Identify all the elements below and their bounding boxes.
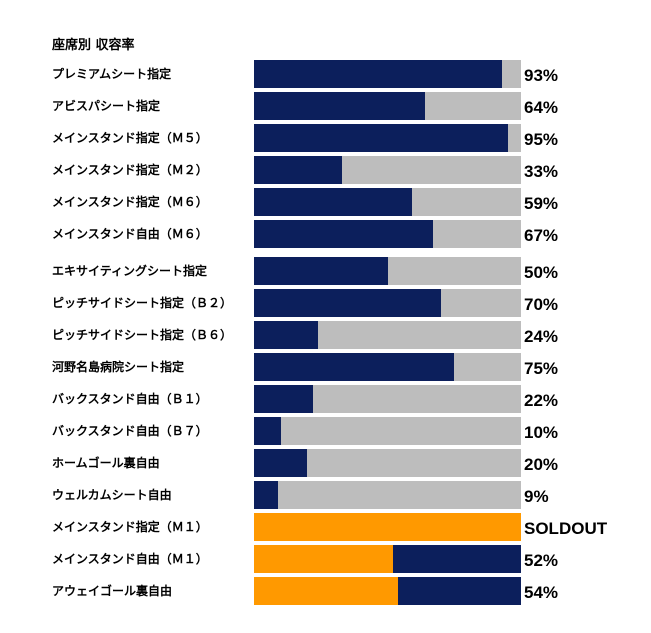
bar-row: 河野名島病院シート指定 75% xyxy=(51,353,558,381)
category-label: バックスタンド自由（Ｂ１） xyxy=(52,391,208,406)
bar-filled xyxy=(254,60,502,88)
value-label: 20% xyxy=(524,455,558,474)
bar-filled xyxy=(254,513,521,541)
value-label: 50% xyxy=(524,263,558,282)
bar-remaining xyxy=(254,481,521,509)
bar-filled xyxy=(254,321,318,349)
value-label: 10% xyxy=(524,423,558,442)
value-label: 93% xyxy=(524,66,558,85)
category-label: メインスタンド指定（Ｍ５） xyxy=(52,130,208,145)
value-label: 95% xyxy=(524,130,558,149)
category-label: プレミアムシート指定 xyxy=(52,66,171,81)
value-label: 59% xyxy=(524,194,558,213)
value-label: 75% xyxy=(524,359,558,378)
category-label: 河野名島病院シート指定 xyxy=(51,359,184,374)
bar-filled xyxy=(254,545,393,573)
bar-row: ピッチサイドシート指定（Ｂ６） 24% xyxy=(52,321,558,349)
chart-rows: プレミアムシート指定 93% アビスパシート指定 64% メインスタンド指定（Ｍ５） 95… xyxy=(51,60,608,605)
bar-row: メインスタンド指定（Ｍ５） 95% xyxy=(52,124,558,152)
category-label: アビスパシート指定 xyxy=(52,98,160,113)
value-label: 64% xyxy=(524,98,558,117)
bar-row: メインスタンド指定（Ｍ２） 33% xyxy=(52,156,558,184)
bar-row: ピッチサイドシート指定（Ｂ２） 70% xyxy=(52,289,558,317)
bar-filled xyxy=(254,417,281,445)
bar-filled xyxy=(254,385,313,413)
value-label: 24% xyxy=(524,327,558,346)
category-label: メインスタンド自由（Ｍ６） xyxy=(52,226,208,241)
category-label: メインスタンド自由（Ｍ１） xyxy=(52,551,208,566)
bar-row: バックスタンド自由（Ｂ１） 22% xyxy=(52,385,558,413)
category-label: バックスタンド自由（Ｂ７） xyxy=(52,423,208,438)
chart-title: 座席別 収容率 xyxy=(51,37,135,53)
category-label: ホームゴール裏自由 xyxy=(52,455,160,470)
bar-row: ホームゴール裏自由 20% xyxy=(52,449,558,477)
bar-filled xyxy=(254,481,278,509)
bar-filled xyxy=(254,92,425,120)
value-label: 70% xyxy=(524,295,558,314)
category-label: エキサイティングシート指定 xyxy=(52,263,207,278)
bar-row: ウェルカムシート自由 9% xyxy=(52,481,549,509)
value-label: 67% xyxy=(524,226,558,245)
bar-row: メインスタンド自由（Ｍ１） 52% xyxy=(52,545,558,573)
bar-row: アビスパシート指定 64% xyxy=(52,92,558,120)
bar-row: メインスタンド指定（Ｍ６） 59% xyxy=(52,188,558,216)
bar-remaining xyxy=(254,417,521,445)
bar-filled xyxy=(254,257,388,285)
bar-filled xyxy=(254,156,342,184)
bar-filled xyxy=(254,220,433,248)
bar-filled xyxy=(254,449,307,477)
bar-filled xyxy=(254,353,454,381)
value-label: 9% xyxy=(524,487,549,506)
bar-filled xyxy=(254,577,398,605)
category-label: ウェルカムシート自由 xyxy=(52,487,172,502)
bar-filled xyxy=(254,289,441,317)
bar-row: エキサイティングシート指定 50% xyxy=(52,257,558,285)
category-label: アウェイゴール裏自由 xyxy=(52,583,172,598)
bar-row: プレミアムシート指定 93% xyxy=(52,60,558,88)
bar-filled xyxy=(254,124,508,152)
category-label: メインスタンド指定（Ｍ１） xyxy=(52,519,208,534)
bar-filled xyxy=(254,188,412,216)
bar-row: メインスタンド自由（Ｍ６） 67% xyxy=(52,220,558,248)
bar-row: メインスタンド指定（Ｍ１） SOLDOUT xyxy=(52,513,608,541)
category-label: ピッチサイドシート指定（Ｂ６） xyxy=(52,327,232,342)
value-label: 33% xyxy=(524,162,558,181)
value-label: 54% xyxy=(524,583,558,602)
category-label: ピッチサイドシート指定（Ｂ２） xyxy=(52,295,232,310)
category-label: メインスタンド指定（Ｍ６） xyxy=(52,194,208,209)
bar-row: アウェイゴール裏自由 54% xyxy=(52,577,558,605)
value-label: SOLDOUT xyxy=(524,519,608,538)
value-label: 52% xyxy=(524,551,558,570)
bar-row: バックスタンド自由（Ｂ７） 10% xyxy=(52,417,558,445)
category-label: メインスタンド指定（Ｍ２） xyxy=(52,162,208,177)
value-label: 22% xyxy=(524,391,558,410)
